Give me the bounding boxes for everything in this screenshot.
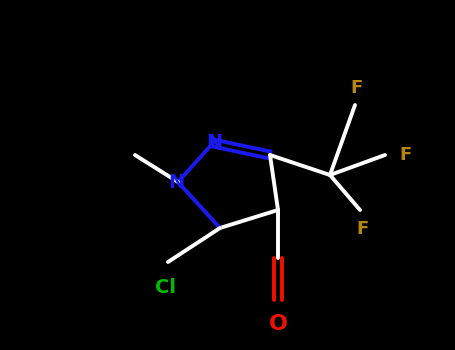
- Text: N: N: [168, 174, 184, 192]
- Text: F: F: [351, 79, 363, 97]
- Text: O: O: [268, 314, 288, 334]
- Text: N: N: [206, 133, 222, 152]
- Text: F: F: [356, 220, 368, 238]
- Text: Cl: Cl: [156, 278, 177, 297]
- Text: F: F: [399, 146, 411, 164]
